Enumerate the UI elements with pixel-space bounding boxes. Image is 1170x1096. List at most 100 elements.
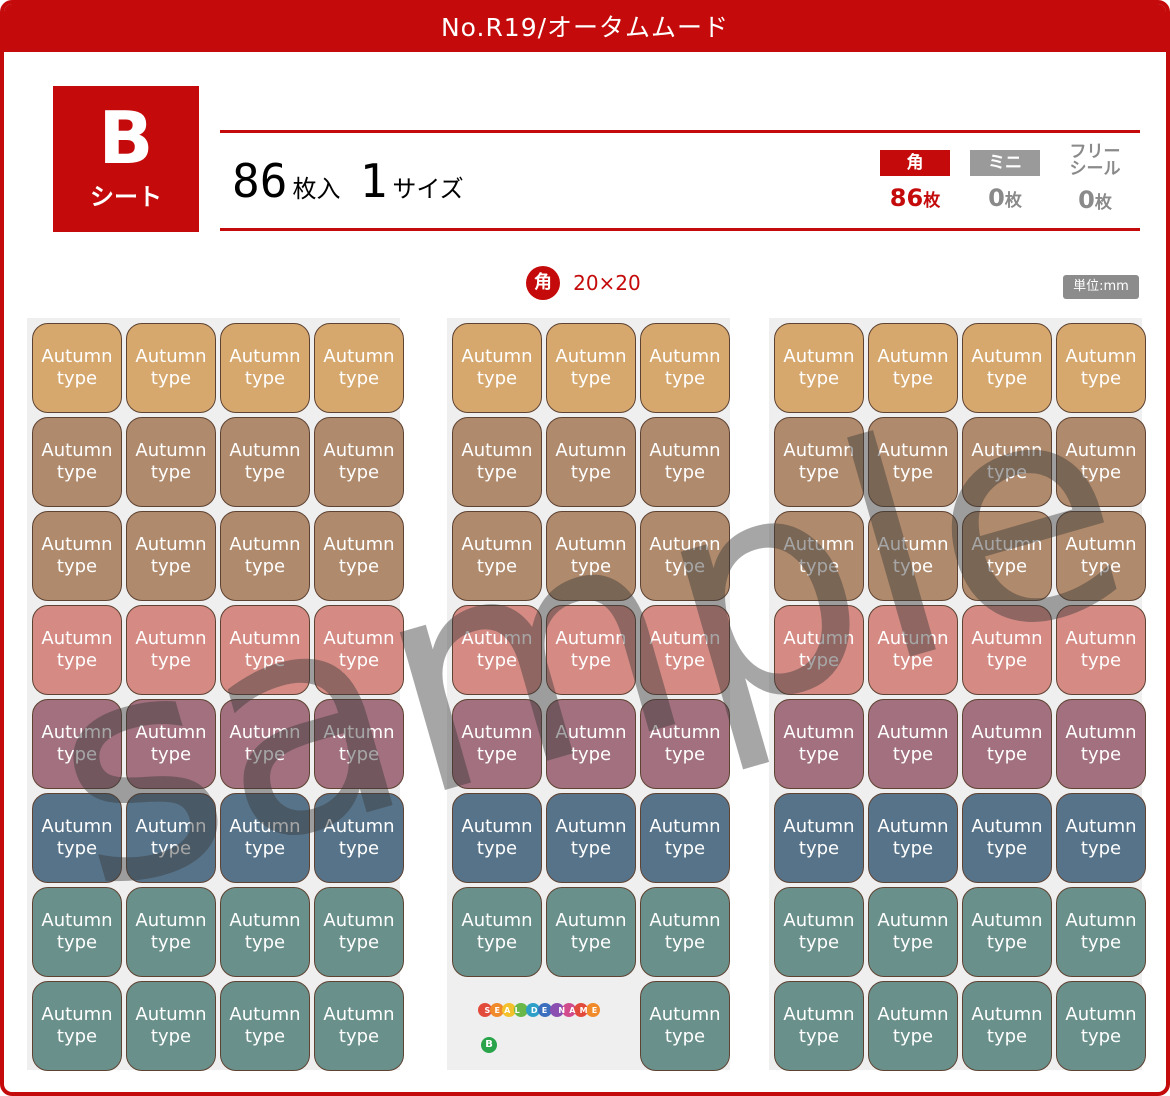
sticker-label: Autumn type: [783, 722, 855, 765]
sticker: Autumn type: [774, 605, 864, 695]
sticker: Autumn type: [546, 699, 636, 789]
sticker: Autumn type: [32, 887, 122, 977]
sticker-label: Autumn type: [555, 440, 627, 483]
sticker-label: Autumn type: [41, 534, 113, 577]
sticker-label: Autumn type: [1065, 816, 1137, 859]
sticker: Autumn type: [452, 699, 542, 789]
sticker-label: Autumn type: [135, 1004, 207, 1047]
sticker: Autumn type: [774, 793, 864, 883]
sticker-label: Autumn type: [41, 346, 113, 389]
sticker-label: Autumn type: [555, 534, 627, 577]
sticker-label: Autumn type: [555, 816, 627, 859]
sticker-label: Autumn type: [1065, 628, 1137, 671]
size-count-unit: サイズ: [392, 175, 464, 203]
sticker-label: Autumn type: [555, 910, 627, 953]
sticker-label: Autumn type: [323, 534, 395, 577]
sticker-label: Autumn type: [461, 346, 533, 389]
sticker: Autumn type: [32, 699, 122, 789]
unit-badge: 単位:mm: [1063, 275, 1139, 299]
sticker-label: Autumn type: [323, 722, 395, 765]
sticker: Autumn type: [962, 417, 1052, 507]
size-text: 20×20: [573, 271, 641, 295]
sticker: Autumn type: [452, 887, 542, 977]
sticker-label: Autumn type: [971, 440, 1043, 483]
sticker-label: Autumn type: [41, 816, 113, 859]
svg-text:SEAL DE NAME: SEAL DE NAME: [485, 1006, 602, 1015]
sticker: Autumn type: [452, 605, 542, 695]
sticker: Autumn type: [314, 417, 404, 507]
bottom-rule: [220, 228, 1140, 231]
sticker: Autumn type: [126, 699, 216, 789]
sticker-label: Autumn type: [41, 628, 113, 671]
sticker: Autumn type: [126, 511, 216, 601]
sticker-label: Autumn type: [135, 440, 207, 483]
sticker: Autumn type: [220, 511, 310, 601]
sticker-label: Autumn type: [649, 346, 721, 389]
sticker: Autumn type: [962, 323, 1052, 413]
sticker-label: Autumn type: [971, 722, 1043, 765]
sticker-label: Autumn type: [461, 440, 533, 483]
sticker: Autumn type: [32, 511, 122, 601]
sticker: Autumn type: [546, 605, 636, 695]
sticker: Autumn type: [452, 793, 542, 883]
sticker: Autumn type: [546, 417, 636, 507]
sticker: Autumn type: [452, 323, 542, 413]
sticker-label: Autumn type: [135, 346, 207, 389]
type-kaku-label: 角: [880, 150, 950, 176]
sticker-label: Autumn type: [877, 816, 949, 859]
sticker-label: Autumn type: [461, 722, 533, 765]
sticker: Autumn type: [774, 511, 864, 601]
sticker-label: Autumn type: [783, 346, 855, 389]
size-count: 1: [359, 154, 388, 208]
sticker: Autumn type: [32, 323, 122, 413]
sticker-label: Autumn type: [461, 534, 533, 577]
sticker: Autumn type: [220, 417, 310, 507]
sticker: Autumn type: [640, 605, 730, 695]
sticker: Autumn type: [962, 699, 1052, 789]
sticker-label: Autumn type: [1065, 1004, 1137, 1047]
sticker-label: Autumn type: [229, 346, 301, 389]
type-mini: ミニ 0枚: [970, 150, 1040, 212]
page-header: No.R19/オータムムード: [4, 4, 1166, 52]
sticker: Autumn type: [126, 981, 216, 1071]
sticker: Autumn type: [868, 605, 958, 695]
sticker: Autumn type: [32, 981, 122, 1071]
sticker-label: Autumn type: [41, 1004, 113, 1047]
type-kaku: 角 86枚: [880, 150, 950, 212]
sticker-label: Autumn type: [971, 1004, 1043, 1047]
sticker-label: Autumn type: [323, 346, 395, 389]
sticker: Autumn type: [774, 887, 864, 977]
sticker-label: Autumn type: [971, 910, 1043, 953]
sticker: Autumn type: [962, 793, 1052, 883]
sticker-label: Autumn type: [229, 440, 301, 483]
sticker: Autumn type: [546, 887, 636, 977]
sticker-label: Autumn type: [41, 440, 113, 483]
sticker-label: Autumn type: [229, 910, 301, 953]
sticker: Autumn type: [32, 605, 122, 695]
sticker: Autumn type: [314, 981, 404, 1071]
sticker: Autumn type: [640, 887, 730, 977]
sticker: Autumn type: [640, 511, 730, 601]
type-kaku-count: 86枚: [889, 184, 941, 212]
top-rule: [220, 130, 1140, 133]
sticker-label: Autumn type: [783, 440, 855, 483]
sticker: Autumn type: [314, 605, 404, 695]
sticker: Autumn type: [126, 887, 216, 977]
sticker-label: Autumn type: [1065, 534, 1137, 577]
sticker: Autumn type: [1056, 887, 1146, 977]
sticker: Autumn type: [962, 981, 1052, 1071]
type-mini-label: ミニ: [970, 150, 1040, 176]
sticker-label: Autumn type: [877, 628, 949, 671]
sticker: Autumn type: [220, 887, 310, 977]
size-kaku-icon: 角: [526, 266, 560, 300]
sticker-label: Autumn type: [41, 722, 113, 765]
sticker: Autumn type: [868, 793, 958, 883]
sticker: Autumn type: [640, 699, 730, 789]
sticker: Autumn type: [1056, 323, 1146, 413]
sticker-label: Autumn type: [1065, 440, 1137, 483]
sticker-label: Autumn type: [971, 346, 1043, 389]
sticker-label: Autumn type: [649, 910, 721, 953]
sticker-count: 86: [232, 154, 288, 208]
sticker: Autumn type: [868, 981, 958, 1071]
sticker-label: Autumn type: [783, 816, 855, 859]
